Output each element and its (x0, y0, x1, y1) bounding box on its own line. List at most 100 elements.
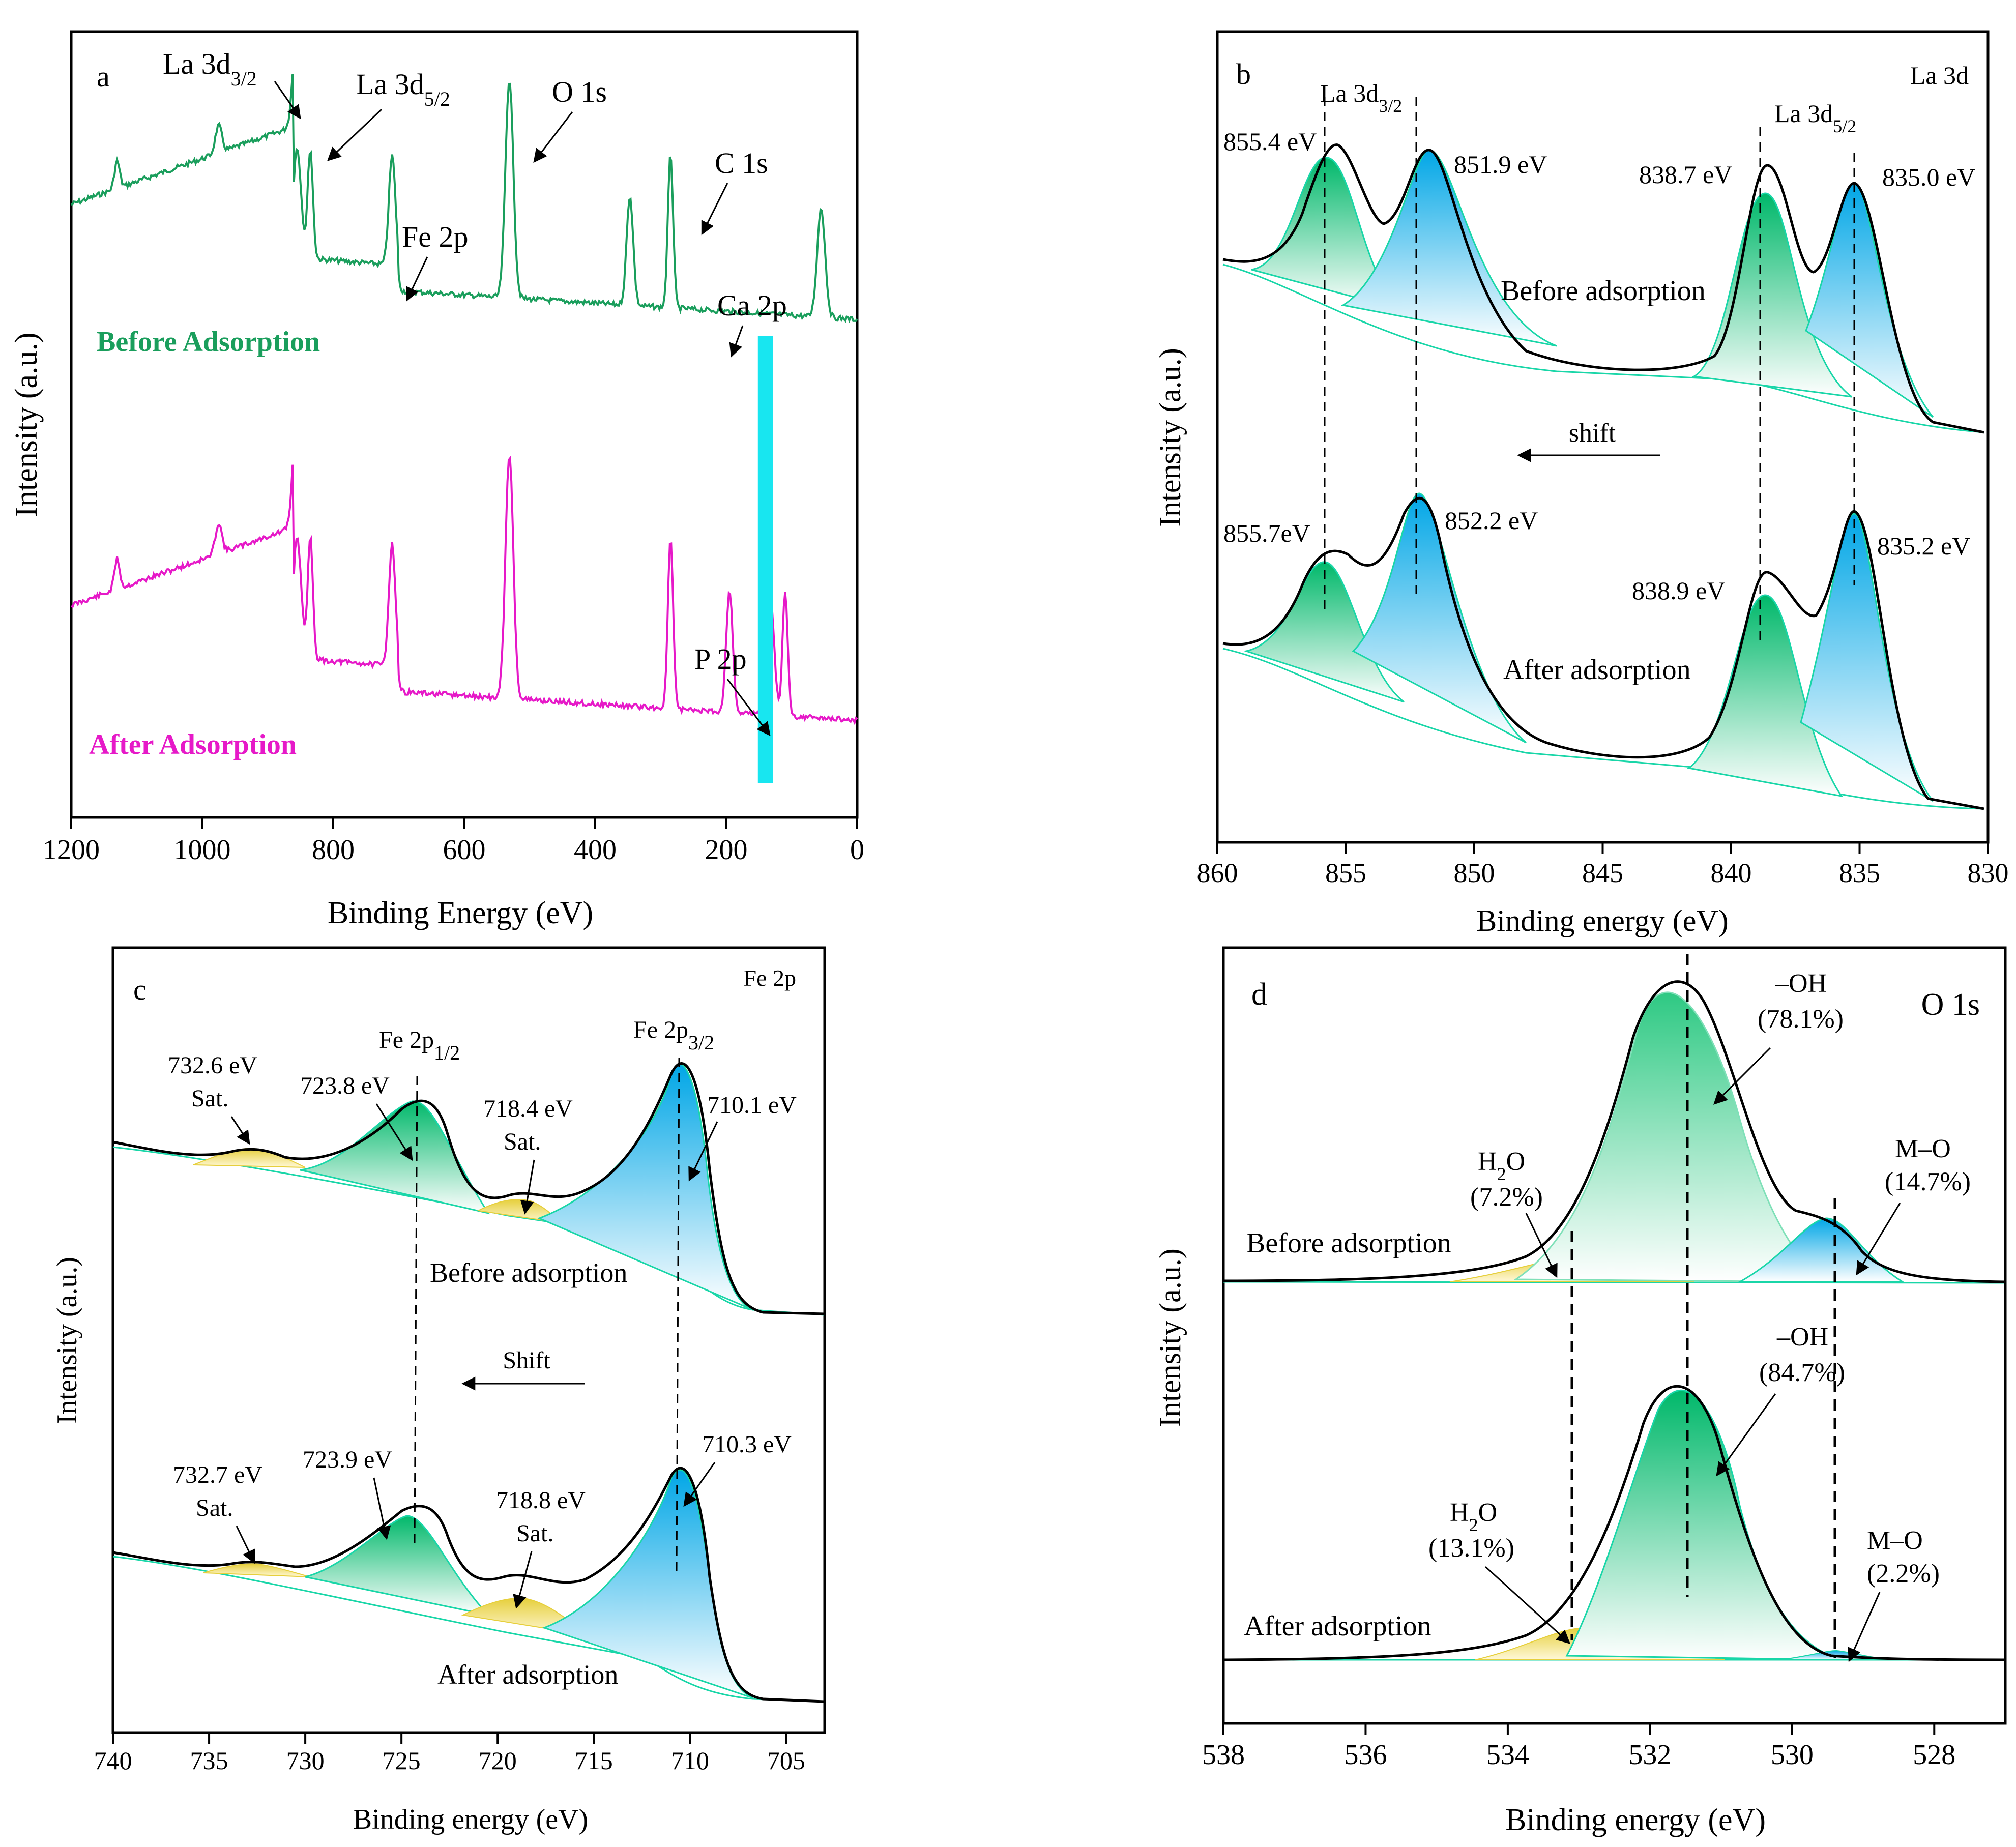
x-tick-label: 710 (671, 1746, 709, 1775)
b-after-peak-label-4: 835.2 eV (1877, 532, 1970, 560)
b-before-peak-852 (1340, 149, 1557, 347)
x-tick-label: 720 (479, 1746, 517, 1775)
d-before-envelope (1223, 980, 2005, 1283)
x-tick-label: 536 (1344, 1739, 1387, 1771)
fe2p-annotation: Fe 2p (402, 220, 469, 253)
o1s-annotation: O 1s (552, 75, 607, 108)
c-before-sat-label-2: Sat. (504, 1128, 541, 1155)
b-after-label: After adsorption (1503, 654, 1691, 686)
x-tick-label: 715 (575, 1746, 613, 1775)
d-before-mo-label: M–O (1895, 1134, 1951, 1163)
ca2p-arrow (729, 325, 744, 358)
panel-b: 860 855 850 845 840 835 830 b La 3d Binding en… (1153, 30, 2009, 937)
c-before-label: Before adsorption (430, 1257, 627, 1288)
c1s-arrow (701, 183, 728, 236)
c-after-sat-arrow-1 (236, 1526, 255, 1564)
c-after-sat-arrow-2 (513, 1551, 533, 1609)
b-before-envelope (1222, 143, 1984, 434)
panel-c-x-ticks: 740 735 730 725 720 715 710 705 (94, 1733, 805, 1775)
b-after-peak-label-2: 852.2 eV (1445, 506, 1538, 535)
b-before-peak-label-1: 855.4 eV (1223, 127, 1317, 156)
c-before-sat-arrow-1 (230, 1116, 250, 1145)
d-after-oh-arrow (1716, 1393, 1776, 1477)
x-tick-label: 0 (850, 834, 864, 866)
c-before-peak-723 (300, 1100, 490, 1215)
panel-a-label: a (97, 60, 110, 93)
panel-d-ylabel: Intensity (a.u.) (1153, 1248, 1187, 1427)
p2p-arrow (726, 679, 771, 737)
x-tick-label: 534 (1486, 1739, 1529, 1771)
b-after-peak-label-1: 855.7eV (1223, 519, 1310, 547)
d-before-h2o-pct: (7.2%) (1470, 1183, 1543, 1212)
b-before-peak-label-3: 838.7 eV (1639, 160, 1732, 189)
d-before-mo-arrow (1856, 1203, 1901, 1276)
d-after-h2o-pct: (13.1%) (1428, 1534, 1514, 1563)
b-before-peak-label-2: 851.9 eV (1454, 150, 1547, 179)
panel-d-xlabel: Binding energy (eV) (1505, 1803, 1766, 1837)
p2p-annotation: P 2p (694, 642, 747, 676)
panel-d-region: O 1s (1921, 987, 1980, 1022)
c-shift-label: Shift (503, 1347, 550, 1374)
c1s-annotation: C 1s (715, 146, 768, 180)
panel-b-x-ticks: 860 855 850 845 840 835 830 (1197, 842, 2009, 888)
d-after-oh-label: –OH (1776, 1323, 1828, 1352)
c-after-sat-label-1: Sat. (196, 1494, 233, 1521)
d-after-mo-label: M–O (1867, 1526, 1923, 1555)
b-before-peak-839 (1691, 192, 1852, 398)
x-tick-label: 532 (1628, 1739, 1671, 1771)
x-tick-label: 705 (767, 1746, 805, 1775)
x-tick-label: 725 (383, 1746, 421, 1775)
d-before-oh-pct: (78.1%) (1758, 1005, 1844, 1034)
panel-c-xlabel: Binding energy (eV) (353, 1804, 588, 1835)
d-before-h2o-arrow (1525, 1213, 1558, 1278)
d-before-label: Before adsorption (1246, 1227, 1451, 1259)
panel-b-xlabel: Binding energy (eV) (1476, 904, 1728, 937)
b-before-baseline (1222, 263, 1984, 433)
x-tick-label: 735 (190, 1746, 228, 1775)
c-group-label-32: Fe 2p3/2 (633, 1016, 714, 1054)
after-adsorption-label: After Adsorption (89, 729, 297, 760)
x-tick-label: 835 (1839, 858, 1880, 888)
la3d32-arrow (274, 81, 301, 120)
c-before-peak-label-2: 723.8 eV (300, 1072, 390, 1099)
c-after-peak-label-1: 732.7 eV (173, 1461, 262, 1488)
x-tick-label: 860 (1197, 858, 1238, 888)
b-group-label-32: La 3d3/2 (1320, 79, 1402, 116)
d-before-oh (1513, 991, 1829, 1283)
d-after-label: After adsorption (1244, 1610, 1431, 1642)
x-tick-label: 1000 (174, 834, 231, 866)
panel-b-ylabel: Intensity (a.u.) (1153, 348, 1187, 527)
panel-c-label: c (133, 973, 147, 1006)
c-after-envelope (112, 1467, 825, 1703)
panel-d-label: d (1251, 977, 1267, 1012)
c-before-sat-arrow-2 (520, 1159, 535, 1215)
b-after-baseline (1222, 648, 1984, 810)
x-tick-label: 740 (94, 1746, 132, 1775)
ca2p-annotation: Ca 2p (717, 289, 787, 322)
x-tick-label: 200 (705, 834, 748, 866)
panel-b-label: b (1236, 57, 1251, 91)
panel-b-region: La 3d (1910, 61, 1969, 90)
b-after-envelope (1222, 496, 1984, 810)
x-tick-label: 1200 (43, 834, 100, 866)
o1s-arrow (533, 111, 573, 163)
c-after-peak-label-2: 723.9 eV (303, 1446, 392, 1473)
la3d52-arrow (327, 108, 383, 161)
la3d52-annotation: La 3d5/2 (356, 68, 450, 110)
x-tick-label: 840 (1711, 858, 1752, 888)
panel-c-region: Fe 2p (744, 965, 797, 991)
panel-d-frame (1222, 946, 2007, 1725)
c-after-baseline (112, 1556, 825, 1703)
c-after-arrow-2 (373, 1477, 391, 1540)
c-before-envelope (112, 1062, 825, 1315)
panel-c-frame (111, 946, 826, 1734)
c-before-arrow-4 (688, 1121, 718, 1182)
panel-a-ylabel: Intensity (a.u.) (9, 332, 44, 517)
d-after-envelope (1223, 1385, 2005, 1661)
c-guide-710 (676, 1058, 680, 1572)
b-after-peak-label-3: 838.9 eV (1632, 576, 1725, 605)
c-before-sat-label-1: Sat. (191, 1085, 228, 1112)
before-adsorption-spectrum (71, 74, 858, 324)
c-after-peak-label-4: 710.3 eV (702, 1431, 792, 1458)
c-group-label-12: Fe 2p1/2 (379, 1027, 460, 1064)
